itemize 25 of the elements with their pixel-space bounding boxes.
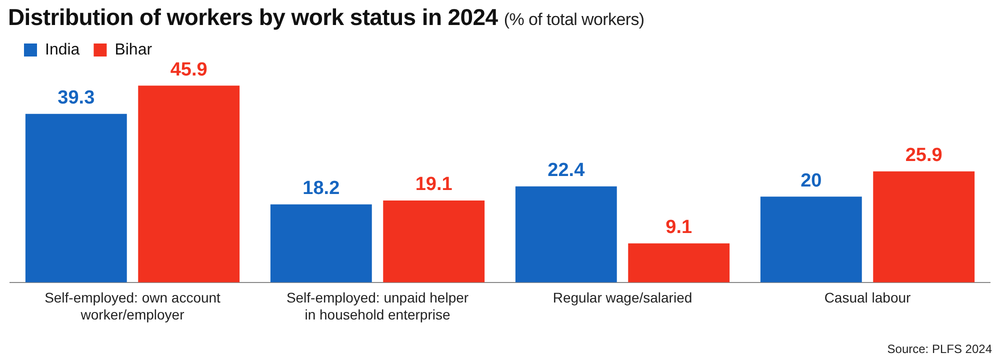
bar <box>515 186 617 282</box>
x-tick-label: Casual labour <box>824 290 912 306</box>
bar <box>383 200 485 282</box>
bar <box>270 204 372 282</box>
data-label: 9.1 <box>666 217 692 238</box>
source-note: Source: PLFS 2024 <box>887 342 992 356</box>
bar <box>873 171 975 282</box>
data-label: 19.1 <box>415 174 453 196</box>
data-label: 22.4 <box>548 160 586 182</box>
x-tick-label: Regular wage/salaried <box>552 290 692 306</box>
bar <box>25 114 127 282</box>
bar <box>628 243 730 282</box>
bar <box>138 86 240 282</box>
data-label: 45.9 <box>170 59 208 80</box>
chart-subtitle: (% of total workers) <box>504 10 644 29</box>
data-label: 25.9 <box>905 145 942 166</box>
data-label: 39.3 <box>58 88 95 109</box>
legend-label: Bihar <box>114 41 153 58</box>
x-tick-label: Self-employed: own account worker/employer <box>44 290 221 322</box>
chart-title: Distribution of workers by work status in 2024 <box>8 4 498 30</box>
data-label: 18.2 <box>302 178 340 200</box>
x-tick-label: Self-employed: unpaid helper in household enterprise <box>286 290 469 322</box>
legend-label: India <box>45 41 80 58</box>
bar <box>760 196 862 282</box>
data-label: 20 <box>800 170 822 192</box>
